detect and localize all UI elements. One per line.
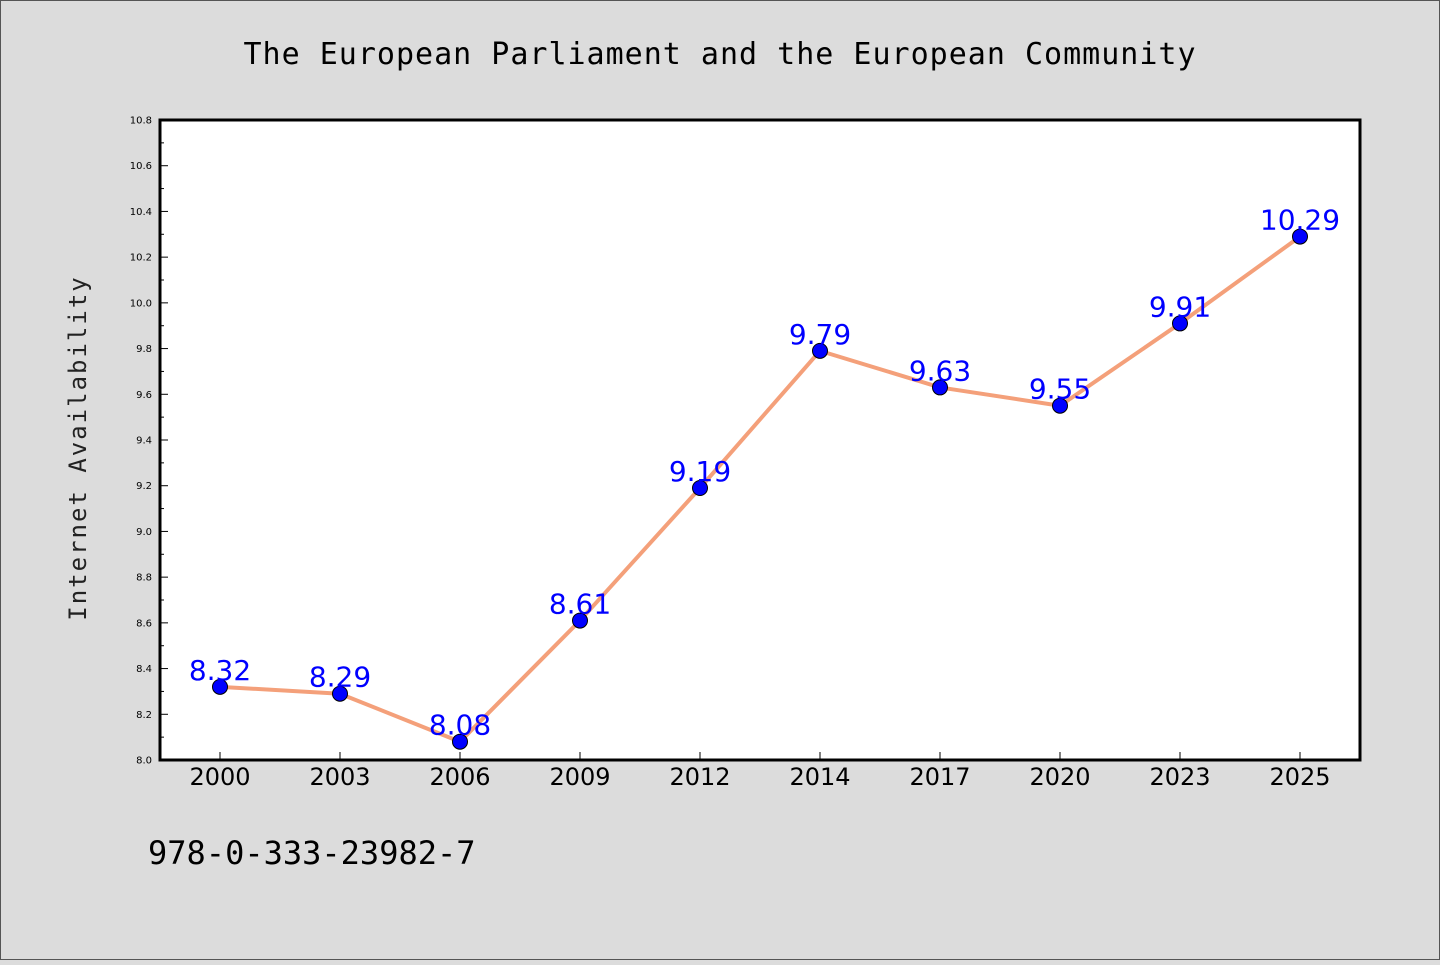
chart-title: The European Parliament and the European… bbox=[243, 37, 1196, 72]
data-point bbox=[932, 379, 948, 396]
y-tick-label: 8.6 bbox=[136, 618, 152, 629]
y-tick-label: 8.0 bbox=[136, 756, 152, 767]
data-label: 9.55 bbox=[1029, 373, 1091, 406]
data-point bbox=[212, 678, 228, 695]
data-point bbox=[1172, 315, 1188, 332]
y-axis-label: Internet Availability bbox=[64, 275, 92, 620]
x-tick-label: 2012 bbox=[669, 763, 730, 791]
series-line bbox=[218, 234, 1302, 744]
data-label: 9.79 bbox=[789, 318, 851, 351]
x-tick-label: 2025 bbox=[1269, 763, 1330, 791]
y-tick-label: 10.4 bbox=[130, 207, 152, 218]
data-label: 9.19 bbox=[669, 455, 731, 488]
y-tick-label: 8.8 bbox=[136, 573, 152, 584]
x-axis-ticks: 2000 2003 2006 2009 2012 2014 2017 2020 2023 2025 bbox=[189, 752, 1331, 791]
data-point bbox=[452, 733, 468, 750]
plot-frame bbox=[158, 118, 1362, 762]
x-tick-label: 2020 bbox=[1029, 763, 1090, 791]
x-tick-label: 2014 bbox=[789, 763, 850, 791]
data-label: 9.63 bbox=[909, 354, 971, 387]
y-tick-label: 9.6 bbox=[136, 390, 152, 401]
y-tick-label: 9.2 bbox=[136, 481, 152, 492]
data-label: 8.29 bbox=[309, 661, 371, 694]
data-point bbox=[812, 342, 828, 359]
y-axis-ticks: 8.0 8.2 8.4 8.6 8.8 9.0 9.2 9.4 9.6 9.8 10.0 10.2 10… bbox=[130, 116, 168, 767]
x-tick-label: 2003 bbox=[309, 763, 370, 791]
series-markers bbox=[212, 228, 1308, 750]
y-tick-label: 9.0 bbox=[136, 527, 152, 538]
data-point bbox=[1292, 228, 1308, 245]
plot-area bbox=[160, 120, 1360, 760]
data-label: 10.29 bbox=[1260, 204, 1340, 237]
x-tick-label: 2009 bbox=[549, 763, 610, 791]
data-label: 9.91 bbox=[1149, 290, 1211, 323]
data-point bbox=[332, 685, 348, 702]
data-label: 8.32 bbox=[189, 654, 251, 687]
y-tick-label: 10.8 bbox=[130, 116, 152, 127]
y-tick-label: 8.2 bbox=[136, 710, 152, 721]
data-labels: 8.32 8.29 8.08 8.61 9.19 9.79 9.63 9.55 9.91 10.2… bbox=[189, 204, 1340, 742]
x-tick-label: 2017 bbox=[909, 763, 970, 791]
data-label: 8.61 bbox=[549, 588, 611, 621]
y-tick-label: 8.4 bbox=[136, 664, 152, 675]
data-point bbox=[692, 480, 708, 496]
y-tick-label: 10.6 bbox=[130, 161, 152, 172]
y-tick-label: 9.4 bbox=[136, 436, 152, 447]
series-lines bbox=[218, 234, 1302, 744]
isbn-footer: 978-0-333-23982-7 bbox=[148, 834, 476, 872]
y-tick-label: 9.8 bbox=[136, 344, 152, 355]
data-label: 8.08 bbox=[429, 709, 491, 742]
x-tick-label: 2006 bbox=[429, 763, 490, 791]
data-point bbox=[572, 612, 588, 629]
data-point bbox=[1052, 397, 1068, 414]
x-tick-label: 2000 bbox=[189, 763, 250, 791]
x-tick-label: 2023 bbox=[1149, 763, 1210, 791]
y-tick-label: 10.2 bbox=[130, 253, 152, 264]
y-tick-label: 10.0 bbox=[130, 298, 152, 309]
